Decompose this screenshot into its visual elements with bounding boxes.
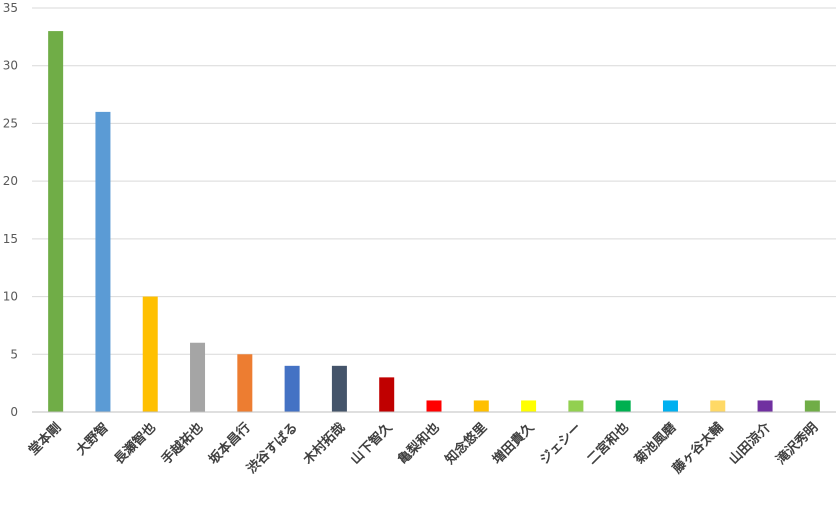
x-tick-label: 山下智久 (347, 419, 396, 468)
y-tick-label: 30 (3, 59, 18, 73)
bar (804, 400, 820, 412)
x-tick-label: 大野智 (73, 420, 112, 459)
bar (284, 365, 300, 412)
y-tick-label: 25 (3, 116, 18, 130)
bar (473, 400, 489, 412)
y-tick-label: 20 (3, 174, 18, 188)
bar (190, 342, 206, 412)
bar (237, 354, 253, 412)
bar (95, 111, 111, 412)
x-tick-label: 手越祐也 (158, 420, 206, 468)
y-tick-label: 0 (10, 405, 18, 419)
bar (568, 400, 584, 412)
x-tick-label: 藤ヶ谷太輔 (669, 420, 726, 477)
bar (757, 400, 773, 412)
bar (615, 400, 631, 412)
x-tick-label: 山田涼介 (726, 419, 775, 468)
bar (426, 400, 442, 412)
x-tick-label: 増田貴久 (489, 419, 538, 468)
y-tick-label: 10 (3, 290, 18, 304)
y-tick-label: 35 (3, 1, 18, 15)
x-axis-ticks: 堂本剛 大野智 長瀬智也 手越祐也 坂本昌行渋谷すばる 木村拓哉 山下智久 亀梨和也 知念悠里増… (26, 419, 822, 477)
x-tick-label: 菊池風磨 (631, 420, 679, 468)
bar (379, 377, 395, 412)
bar (48, 31, 64, 412)
bar (331, 365, 347, 412)
bars (48, 31, 820, 412)
y-tick-label: 15 (3, 232, 18, 246)
x-tick-label: 亀梨和也 (395, 420, 443, 468)
x-tick-label: 二宮和也 (584, 420, 632, 468)
x-tick-label: ジェシー (537, 420, 584, 467)
x-tick-label: 堂本剛 (26, 420, 65, 459)
bar (710, 400, 726, 412)
gridlines (32, 7, 836, 355)
x-tick-label: 長瀬智也 (111, 420, 159, 468)
bar (521, 400, 537, 412)
bar (662, 400, 678, 412)
y-axis-ticks: 0 5 10 15 20 25 30 35 (3, 1, 18, 419)
bar (142, 296, 158, 412)
x-tick-label: 知念悠里 (442, 420, 490, 468)
x-tick-label: 坂本昌行 (206, 420, 254, 468)
x-tick-label: 木村拓哉 (299, 420, 348, 469)
x-tick-label: 渋谷すばる (244, 420, 301, 477)
x-tick-label: 滝沢秀明 (773, 420, 821, 468)
y-tick-label: 5 (10, 347, 18, 361)
